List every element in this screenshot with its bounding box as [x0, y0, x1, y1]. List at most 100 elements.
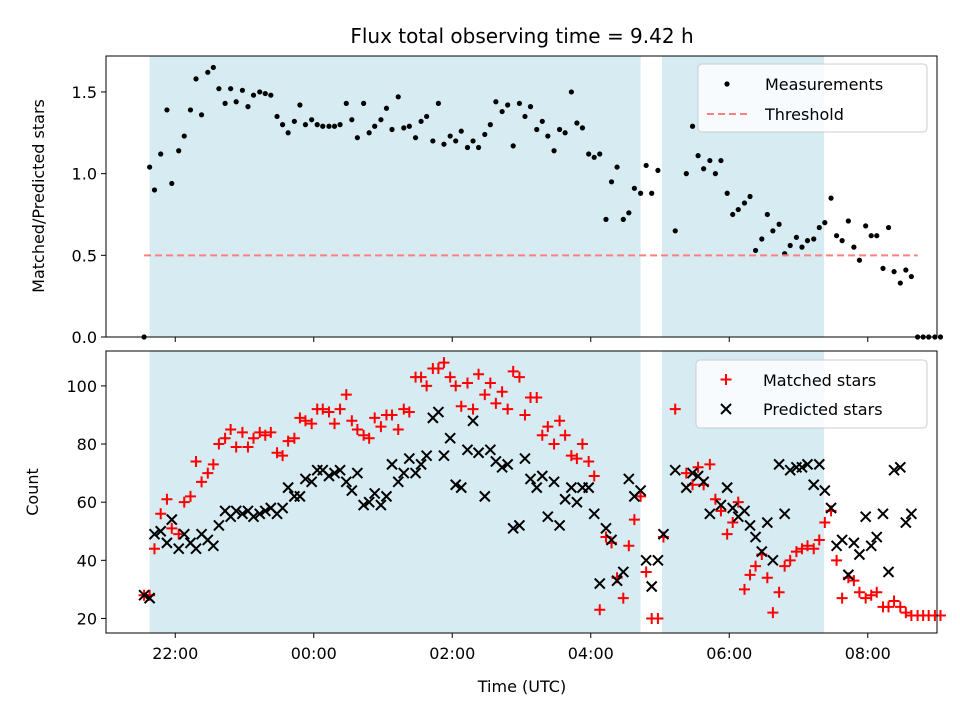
top-measurement-point-106 [770, 228, 776, 234]
legend-top: Measurements Threshold [697, 63, 928, 133]
top-measurement-point-14 [222, 100, 228, 106]
bottom-x-tick-label-5: 08:00 [845, 644, 891, 663]
bottom-matched-point-83 [617, 592, 629, 604]
bottom-matched-point-21 [259, 429, 271, 441]
bottom-predicted-point-3 [155, 525, 167, 537]
bottom-matched-point-98 [715, 505, 727, 517]
bottom-matched-point-84 [623, 540, 635, 552]
top-measurement-point-48 [418, 118, 424, 124]
top-measurement-point-62 [499, 108, 505, 115]
bottom-axes-frame [105, 350, 938, 634]
bottom-predicted-point-112 [801, 458, 814, 471]
bottom-predicted-point-90 [657, 528, 670, 540]
bottom-predicted-point-48 [415, 458, 427, 471]
top-measurement-point-33 [331, 123, 338, 129]
top-measurement-point-81 [608, 179, 615, 185]
top-measurement-point-85 [631, 185, 637, 191]
top-measurement-point-51 [435, 100, 441, 106]
bottom-matched-point-8 [184, 490, 196, 502]
bottom-predicted-point-71 [548, 476, 560, 488]
bottom-matched-point-94 [692, 461, 704, 473]
bottom-y-tick-label-2: 60 [77, 493, 97, 512]
top-measurement-point-58 [475, 144, 482, 151]
bottom-predicted-point-63 [501, 458, 514, 471]
bottom-matched-point-102 [738, 583, 750, 595]
bottom-matched-point-40 [369, 412, 381, 424]
top-measurement-point-135 [937, 334, 944, 340]
bottom-predicted-point-88 [645, 580, 658, 593]
bottom-matched-point-129 [894, 601, 906, 613]
top-measurement-point-34 [337, 122, 343, 128]
bottom-matched-point-122 [853, 586, 865, 598]
bottom-matched-point-64 [507, 365, 519, 377]
bottom-predicted-point-6 [173, 542, 185, 555]
bottom-predicted-point-93 [686, 467, 699, 479]
bottom-predicted-point-44 [392, 476, 404, 488]
bottom-predicted-point-25 [282, 481, 294, 494]
bottom-matched-point-23 [271, 447, 283, 459]
bottom-predicted-point-65 [513, 519, 526, 532]
bottom-matched-point-51 [432, 362, 444, 374]
bottom-predicted-point-86 [634, 484, 647, 497]
top-measurement-point-129 [903, 267, 909, 273]
bottom-predicted-point-79 [594, 577, 606, 590]
bottom-matched-point-127 [883, 601, 895, 613]
bottom-x-tick-label-3: 04:00 [568, 644, 614, 663]
bottom-matched-point-4 [161, 493, 173, 505]
bottom-matched-point-113 [802, 540, 814, 552]
bottom-predicted-point-115 [819, 484, 831, 497]
bottom-matched-point-24 [277, 450, 289, 462]
bottom-matched-point-22 [265, 426, 277, 438]
bottom-matched-point-26 [288, 432, 300, 444]
bottom-predicted-point-118 [836, 534, 848, 546]
top-measurement-point-120 [851, 244, 857, 250]
bottom-matched-point-123 [860, 592, 872, 604]
bottom-matched-point-45 [398, 403, 410, 415]
bottom-matched-point-52 [438, 357, 450, 369]
bottom-matched-point-92 [680, 467, 692, 479]
bottom-predicted-point-49 [420, 449, 433, 462]
bottom-predicted-point-37 [351, 467, 364, 479]
bottom-predicted-point-51 [432, 406, 445, 418]
y-axis-label-top: Matched/Predicted stars [29, 99, 48, 293]
bottom-predicted-point-53 [444, 432, 456, 444]
bottom-predicted-point-64 [507, 522, 519, 535]
top-measurement-point-102 [747, 193, 753, 200]
bottom-predicted-point-54 [450, 479, 462, 491]
legend-measurements-marker [724, 81, 730, 87]
top-measurement-point-46 [406, 123, 412, 129]
top-measurement-point-61 [493, 99, 499, 105]
legend-predicted-marker [720, 403, 732, 415]
top-measurement-point-17 [239, 87, 246, 93]
bottom-matched-point-85 [628, 514, 640, 526]
top-measurement-point-37 [354, 135, 360, 141]
bottom-predicted-point-72 [553, 519, 566, 532]
top-measurement-point-15 [228, 86, 234, 92]
bottom-matched-point-103 [744, 569, 756, 581]
bottom-predicted-point-1 [143, 592, 156, 604]
top-measurement-point-124 [874, 233, 880, 239]
top-measurement-point-65 [516, 100, 523, 106]
top-y-tick-label-1: 0.5 [72, 246, 97, 265]
bottom-predicted-point-104 [756, 545, 768, 558]
bottom-matched-point-19 [248, 432, 260, 444]
bottom-predicted-point-67 [524, 473, 537, 485]
top-measurement-point-42 [383, 105, 390, 111]
bottom-matched-point-108 [773, 586, 785, 598]
bottom-predicted-point-102 [744, 519, 756, 532]
bottom-matched-point-37 [351, 423, 363, 435]
top-measurement-point-32 [326, 123, 332, 129]
top-measurement-point-6 [176, 148, 182, 154]
bottom-predicted-point-43 [386, 458, 398, 471]
top-measurement-point-35 [343, 100, 349, 106]
bottom-matched-point-59 [479, 389, 491, 401]
top-measurement-point-94 [701, 166, 707, 172]
top-measurement-point-98 [724, 190, 730, 196]
bottom-predicted-point-116 [825, 502, 837, 514]
bottom-predicted-point-91 [669, 464, 681, 476]
bottom-matched-point-89 [652, 612, 664, 624]
bottom-predicted-point-34 [334, 464, 346, 476]
legend-threshold-label: Threshold [764, 105, 844, 124]
top-measurement-point-72 [556, 126, 563, 133]
bottom-matched-point-91 [669, 403, 681, 415]
